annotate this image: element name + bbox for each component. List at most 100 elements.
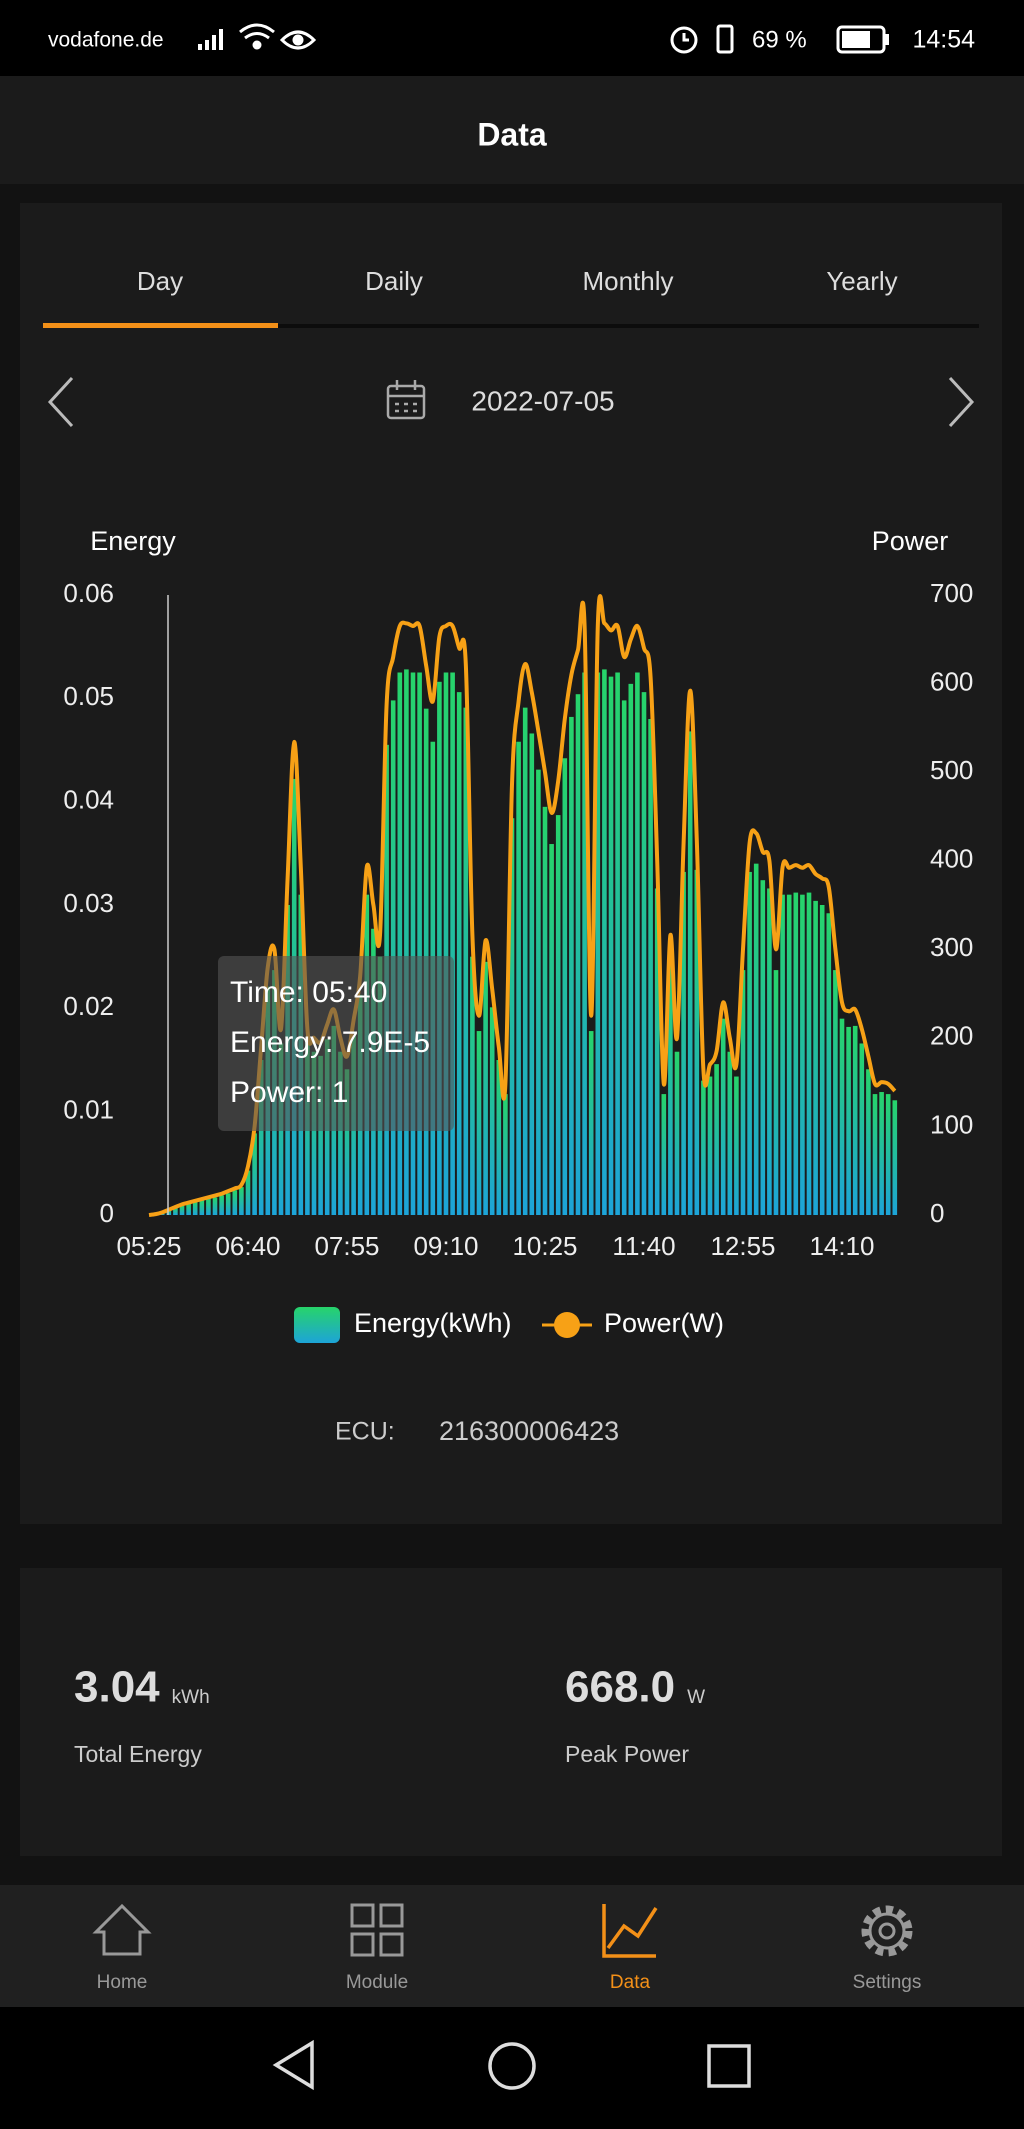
- bar: [687, 731, 693, 1215]
- clock: 14:54: [912, 26, 975, 54]
- ecu-id: 216300006423: [439, 1416, 619, 1446]
- bar: [793, 892, 799, 1215]
- bar: [615, 672, 620, 1215]
- bar: [800, 894, 805, 1215]
- bar: [489, 1007, 495, 1215]
- next-arrow[interactable]: [948, 376, 975, 428]
- bar: [753, 863, 759, 1215]
- module-icon[interactable]: [350, 1903, 404, 1957]
- tab[interactable]: Daily: [365, 266, 423, 296]
- bar: [417, 672, 422, 1215]
- prev-arrow[interactable]: [47, 376, 74, 428]
- bar: [674, 1051, 680, 1215]
- bar: [179, 1205, 185, 1215]
- back-button[interactable]: [272, 2039, 314, 2091]
- bar: [569, 716, 574, 1215]
- y2-tick-label: 300: [930, 932, 973, 962]
- x-tick-label: 10:25: [512, 1231, 577, 1261]
- bottom-nav: [0, 1885, 1024, 2007]
- tooltip-text: Time: 05:40: [230, 976, 387, 1009]
- bar: [186, 1203, 191, 1215]
- bar: [668, 956, 673, 1215]
- bar: [212, 1197, 218, 1215]
- bar: [760, 880, 766, 1215]
- bar: [872, 1094, 878, 1215]
- bar: [826, 913, 832, 1215]
- tooltip-text: Power: 1: [230, 1076, 348, 1109]
- bar: [608, 676, 614, 1215]
- x-tick-label: 05:25: [116, 1231, 181, 1261]
- tab[interactable]: Yearly: [826, 266, 897, 296]
- bar: [496, 1060, 502, 1215]
- bar: [595, 672, 601, 1215]
- legend-marker: [554, 1312, 580, 1338]
- bar: [311, 1051, 317, 1215]
- header: [0, 76, 1024, 184]
- bar: [654, 888, 660, 1215]
- home-icon[interactable]: [92, 1903, 152, 1956]
- bar: [397, 672, 403, 1215]
- tab-indicator: [43, 323, 278, 328]
- bar: [628, 683, 634, 1215]
- y2-tick-label: 700: [930, 578, 973, 608]
- bar: [443, 672, 449, 1215]
- bar: [437, 681, 442, 1215]
- page-title: Data: [477, 116, 547, 152]
- bar: [780, 894, 785, 1215]
- bar: [575, 694, 581, 1215]
- bar: [450, 672, 455, 1215]
- bar: [852, 1025, 858, 1215]
- bar: [839, 1018, 845, 1215]
- bar: [562, 758, 568, 1215]
- bar: [476, 1031, 482, 1215]
- bar: [206, 1198, 211, 1215]
- nav-label[interactable]: Module: [346, 1972, 408, 1993]
- bar: [219, 1195, 224, 1215]
- bar: [483, 961, 488, 1215]
- battery-icon: [836, 25, 889, 54]
- chart: Energy Power 0 0.01 0.02 0.03 0.04 0.05 0.06 0 100…: [63, 526, 973, 1343]
- bar: [786, 894, 792, 1215]
- bar: [509, 818, 515, 1215]
- tooltip: [218, 956, 454, 1131]
- date[interactable]: 2022-07-05: [471, 385, 614, 416]
- carrier: vodafone.de: [48, 29, 164, 52]
- bar: [404, 669, 409, 1215]
- bar: [720, 1018, 726, 1215]
- tab-bar: Day Daily Monthly Yearly: [137, 266, 898, 296]
- nav-label[interactable]: Settings: [853, 1972, 922, 1993]
- nav-label[interactable]: Home: [97, 1972, 148, 1993]
- ecu-label: ECU:: [335, 1418, 395, 1446]
- y2-tick-label: 500: [930, 755, 973, 785]
- y-tick-label: 0.05: [63, 681, 114, 711]
- bar: [813, 900, 818, 1215]
- bar: [885, 1094, 891, 1215]
- settings-icon[interactable]: [861, 1905, 913, 1957]
- legend-label: Energy(kWh): [354, 1308, 512, 1338]
- bar: [199, 1200, 205, 1215]
- bar: [767, 888, 772, 1215]
- tab[interactable]: Day: [137, 266, 183, 296]
- summary-card: [20, 1568, 1002, 1856]
- nav-label[interactable]: Data: [610, 1972, 651, 1993]
- y-tick-label: 0.03: [63, 888, 114, 918]
- tab[interactable]: Monthly: [582, 266, 673, 296]
- recents-button[interactable]: [707, 2044, 751, 2088]
- alarm-icon: [670, 26, 698, 54]
- bar: [463, 707, 469, 1215]
- bar: [707, 1076, 713, 1215]
- bar: [410, 672, 416, 1215]
- data-icon[interactable]: [602, 1904, 658, 1958]
- bar: [225, 1193, 231, 1215]
- home-button[interactable]: [488, 2042, 536, 2090]
- bar: [588, 1031, 594, 1215]
- bar: [555, 815, 561, 1215]
- wifi-icon: [239, 23, 275, 50]
- bar: [734, 1076, 739, 1215]
- bar: [694, 869, 700, 1215]
- bar: [529, 733, 535, 1215]
- bar: [701, 1080, 706, 1215]
- y-tick-label: 0.02: [63, 991, 114, 1021]
- calendar-icon[interactable]: [386, 380, 426, 420]
